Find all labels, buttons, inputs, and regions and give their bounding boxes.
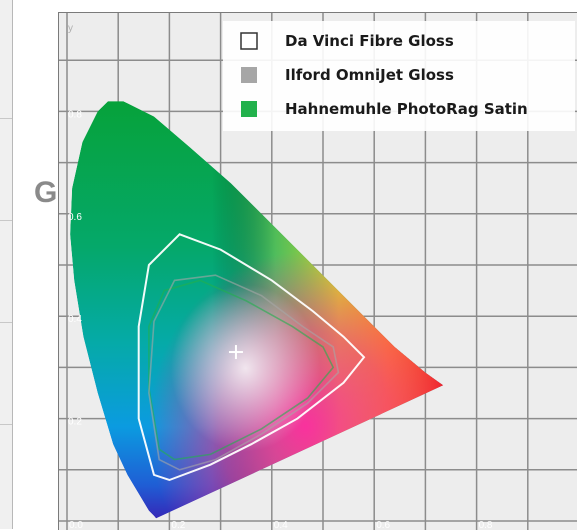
legend-background — [223, 21, 575, 131]
gamut-outline — [148, 279, 335, 461]
left-panel — [0, 0, 13, 529]
legend-swatch — [241, 101, 257, 117]
gamut-outline — [148, 274, 340, 471]
x-tick-label: 0.0 — [69, 520, 83, 530]
legend-swatch — [240, 32, 258, 50]
x-tick-label: 0.2 — [171, 520, 185, 530]
x-tick-label: 0.8 — [479, 520, 493, 530]
legend-label: Ilford OmniJet Gloss — [285, 66, 454, 84]
legend-label: Hahnemuhle PhotoRag Satin — [285, 100, 528, 118]
panel-gridline — [0, 322, 12, 323]
y-tick-label: 0.4 — [68, 314, 82, 325]
axis-tick-labels: 0.0 0.2 0.4 0.6 0.8 0.2 0.4 0.6 0.8 — [68, 109, 493, 530]
x-tick-label: 0.6 — [376, 520, 390, 530]
white-point-marker — [228, 345, 243, 360]
legend-swatch — [241, 67, 257, 83]
y-tick-label: 0.2 — [68, 417, 82, 428]
chart-svg: 0.0 0.2 0.4 0.6 0.8 0.2 0.4 0.6 0.8 y Da Vinci F… — [59, 13, 577, 530]
y-axis-label: y — [68, 23, 73, 34]
y-tick-label: 0.6 — [68, 212, 82, 223]
panel-gridline — [0, 220, 12, 221]
gamut-outline — [137, 233, 366, 482]
legend-label: Da Vinci Fibre Gloss — [285, 32, 454, 50]
panel-gridline — [0, 424, 12, 425]
legend: Da Vinci Fibre Gloss Ilford OmniJet Gloss… — [223, 21, 575, 131]
chromaticity-chart: 0.0 0.2 0.4 0.6 0.8 0.2 0.4 0.6 0.8 y Da Vinci F… — [58, 12, 577, 530]
y-tick-label: 0.8 — [68, 109, 82, 120]
panel-gridline — [0, 118, 12, 119]
gamut-outlines — [137, 233, 366, 482]
spectral-locus — [70, 101, 444, 519]
x-tick-label: 0.4 — [274, 520, 288, 530]
